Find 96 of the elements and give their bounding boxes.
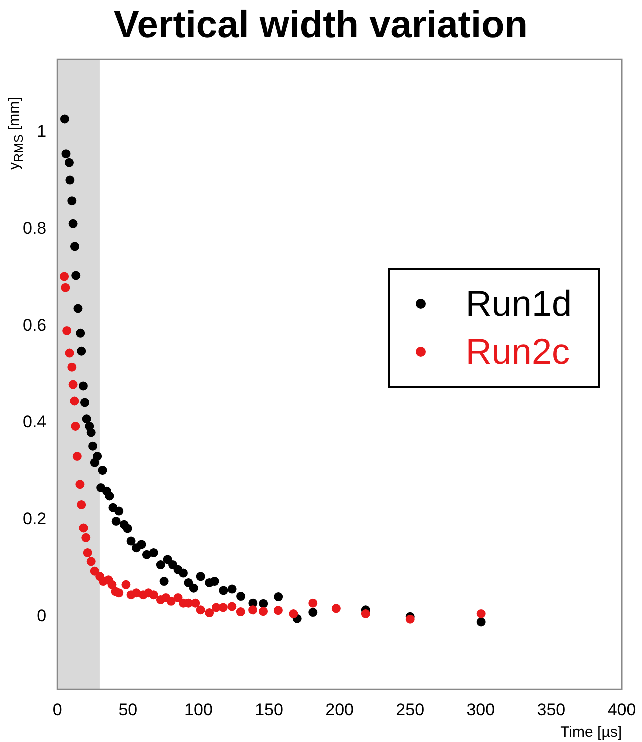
point — [76, 328, 86, 338]
point — [76, 480, 85, 490]
point — [72, 271, 81, 280]
point — [88, 442, 98, 451]
point — [189, 584, 198, 593]
point — [61, 283, 70, 292]
point — [228, 602, 237, 612]
point — [60, 114, 70, 124]
x-tick-label: 300 — [466, 700, 496, 720]
point — [68, 380, 78, 390]
point — [236, 608, 246, 617]
point — [74, 304, 83, 314]
point — [70, 242, 80, 252]
point — [163, 555, 172, 564]
point — [236, 592, 246, 602]
point — [174, 594, 183, 603]
point — [476, 618, 486, 627]
point — [274, 592, 284, 602]
point — [68, 219, 78, 228]
point — [166, 596, 176, 606]
point — [149, 548, 158, 558]
y-tick-label: 0.6 — [22, 316, 47, 335]
point — [196, 606, 206, 615]
x-tick-label: 100 — [184, 700, 213, 720]
point — [248, 606, 258, 615]
x-tick-label: 350 — [537, 700, 566, 720]
point — [90, 566, 100, 576]
point — [77, 500, 86, 510]
point — [160, 577, 169, 586]
point — [78, 382, 88, 391]
point — [71, 422, 80, 431]
point — [114, 506, 124, 516]
point — [62, 326, 72, 336]
point — [149, 590, 158, 600]
point — [274, 606, 283, 616]
point — [80, 398, 90, 408]
point — [83, 548, 92, 558]
chart-title: Vertical width variation — [114, 4, 528, 46]
point — [122, 580, 131, 590]
point — [184, 578, 194, 588]
point — [332, 604, 341, 614]
y-tick-label: 0.2 — [22, 510, 47, 529]
point — [142, 550, 152, 560]
point — [126, 536, 136, 546]
point — [259, 599, 268, 608]
point — [86, 428, 96, 438]
x-tick-label: 250 — [396, 700, 425, 720]
x-axis-title: Time [µs] — [560, 724, 622, 742]
point — [228, 584, 237, 594]
x-tick-label: 400 — [608, 700, 636, 720]
point — [77, 346, 86, 356]
point — [156, 560, 166, 570]
point — [66, 176, 75, 185]
x-tick-label: 200 — [326, 700, 354, 720]
point — [219, 586, 228, 596]
point — [210, 577, 220, 586]
point — [82, 414, 92, 424]
point — [112, 516, 121, 526]
x-tick-label: 50 — [118, 700, 138, 720]
point — [105, 492, 114, 501]
point — [79, 524, 88, 533]
point — [64, 158, 74, 168]
point — [406, 614, 415, 624]
point — [62, 150, 71, 159]
point — [191, 598, 200, 608]
legend-label: Run2c — [466, 330, 570, 374]
point — [289, 610, 298, 618]
point — [65, 348, 74, 358]
y-tick-label: 1 — [37, 122, 47, 141]
point — [123, 524, 132, 534]
point — [308, 608, 318, 618]
y-tick-label: 0.4 — [22, 412, 47, 432]
point — [137, 540, 146, 550]
y-tick-label: 0.8 — [22, 218, 47, 238]
point — [108, 580, 117, 590]
point — [196, 572, 206, 582]
legend-label: Run1d — [466, 282, 572, 326]
y-tick-label: 0 — [37, 606, 47, 626]
point — [72, 452, 82, 461]
point — [86, 557, 96, 566]
point — [178, 568, 188, 578]
point — [361, 610, 370, 618]
point — [114, 588, 124, 598]
point — [70, 396, 80, 406]
point — [205, 608, 214, 618]
x-tick-label: 150 — [255, 700, 284, 720]
point — [82, 533, 91, 542]
point — [93, 452, 102, 461]
point — [258, 607, 268, 616]
point — [476, 610, 486, 618]
point — [60, 272, 70, 282]
point — [68, 362, 77, 372]
x-tick-label: 0 — [52, 700, 62, 720]
point — [68, 196, 77, 206]
point — [98, 466, 108, 476]
point — [308, 598, 318, 608]
